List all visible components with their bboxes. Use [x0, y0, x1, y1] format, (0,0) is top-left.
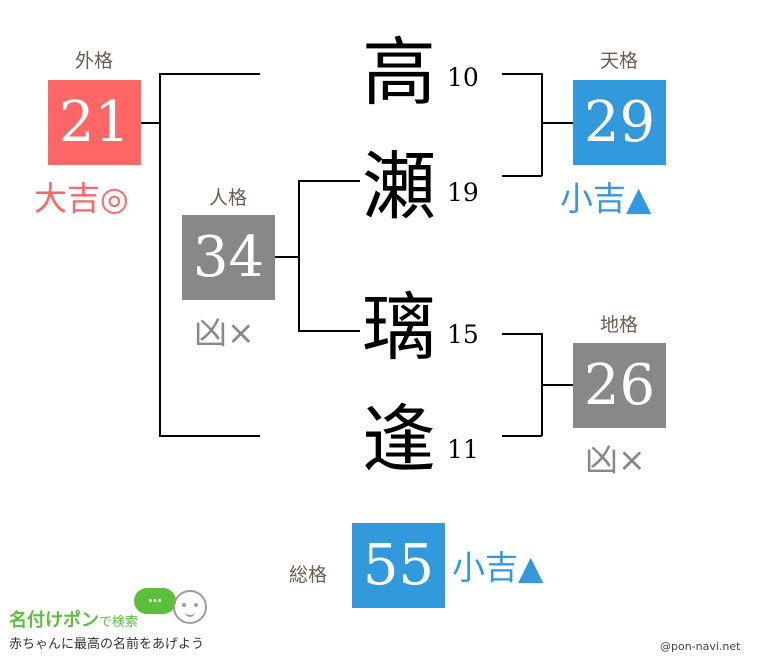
name-char-4: 逢 [362, 397, 436, 483]
bracket-line [502, 175, 542, 177]
chat-bubble-icon: … [134, 588, 176, 614]
gaikaku-fortune: 大吉◎ [34, 179, 129, 218]
logo-tagline: 赤ちゃんに最高の名前をあげよう [9, 637, 205, 652]
soukaku-fortune: 小吉▲ [452, 548, 544, 587]
tenkaku-value: 29 [573, 80, 666, 165]
bracket-line [502, 435, 542, 437]
tenkaku-label: 天格 [599, 50, 638, 72]
soukaku-value: 55 [352, 523, 445, 608]
chikaku-fortune: 凶× [585, 440, 646, 479]
bracket-line [159, 73, 260, 75]
bracket-line [298, 330, 360, 332]
stroke-count-4: 11 [447, 435, 479, 464]
tenkaku-fortune: 小吉▲ [560, 179, 652, 218]
bracket-line [541, 384, 573, 386]
gaikaku-value: 21 [48, 80, 141, 165]
gaikaku-label: 外格 [74, 50, 113, 72]
bracket-line [502, 73, 542, 75]
bracket-line [275, 256, 299, 258]
baby-face-icon [173, 590, 207, 624]
logo-title: 名付けポンで検索 [9, 610, 139, 631]
jinkaku-label: 人格 [208, 187, 247, 209]
stroke-count-2: 19 [447, 178, 479, 207]
jinkaku-fortune: 凶× [194, 313, 255, 352]
bracket-line [159, 435, 260, 437]
bracket-line [541, 122, 573, 124]
name-char-3: 璃 [362, 285, 436, 371]
bracket-line [298, 180, 300, 331]
stroke-count-3: 15 [447, 320, 479, 349]
soukaku-label: 総格 [288, 564, 327, 586]
site-credit: @pon-navi.net [660, 640, 741, 653]
name-char-1: 高 [362, 30, 436, 116]
bracket-line [298, 180, 360, 182]
stroke-count-1: 10 [447, 63, 479, 92]
jinkaku-value: 34 [182, 215, 275, 300]
bracket-line [541, 73, 543, 176]
chikaku-value: 26 [573, 343, 666, 428]
bracket-line [502, 333, 542, 335]
name-char-2: 瀬 [362, 144, 436, 230]
bracket-line [159, 73, 161, 436]
bracket-line [140, 122, 160, 124]
chikaku-label: 地格 [599, 314, 638, 336]
